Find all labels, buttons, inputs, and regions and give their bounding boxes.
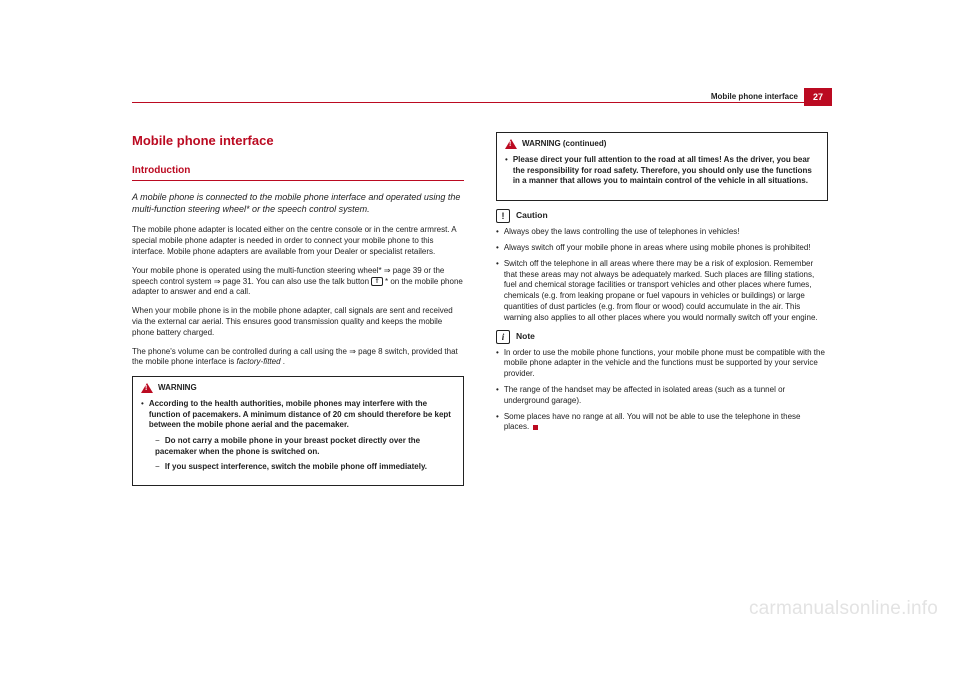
page-content: Mobile phone interface Introduction A mo… (132, 132, 828, 494)
section-title: Introduction (132, 164, 464, 182)
note-title: Note (516, 331, 535, 342)
header-rule (132, 102, 832, 103)
dash-icon: − (155, 462, 160, 471)
end-mark-icon (533, 425, 538, 430)
warning-triangle-icon (505, 139, 517, 149)
note-header: i Note (496, 330, 828, 344)
warning-subitem: − Do not carry a mobile phone in your br… (141, 436, 455, 458)
paragraph: Your mobile phone is operated using the … (132, 266, 464, 298)
header-section-label: Mobile phone interface (711, 92, 798, 101)
warning-text: According to the health authorities, mob… (149, 399, 455, 431)
bullet-icon: • (141, 399, 144, 431)
intro-summary: A mobile phone is connected to the mobil… (132, 191, 464, 215)
page-number: 27 (804, 88, 832, 106)
warning-bullet: • According to the health authorities, m… (141, 399, 455, 431)
bullet-icon: • (496, 348, 499, 380)
list-item: • The range of the handset may be affect… (496, 385, 828, 407)
list-item: • In order to use the mobile phone funct… (496, 348, 828, 380)
bullet-icon: • (505, 155, 508, 187)
bullet-icon: • (496, 259, 499, 324)
bullet-icon: • (496, 227, 499, 238)
watermark: carmanualsonline.info (749, 598, 938, 620)
warning-box: WARNING • According to the health author… (132, 376, 464, 486)
caution-icon: ! (496, 209, 510, 223)
warning-title: WARNING (continued) (522, 139, 606, 150)
caution-header: ! Caution (496, 209, 828, 223)
warning-subitem: − If you suspect interference, switch th… (141, 462, 455, 473)
caution-text: Always switch off your mobile phone in a… (504, 243, 811, 254)
column-right: WARNING (continued) • Please direct your… (496, 132, 828, 494)
note-icon: i (496, 330, 510, 344)
warning-bullet: • Please direct your full attention to t… (505, 155, 819, 187)
paragraph: When your mobile phone is in the mobile … (132, 306, 464, 338)
text-fragment: The phone's volume can be controlled dur… (132, 347, 458, 367)
caution-list: • Always obey the laws controlling the u… (496, 227, 828, 323)
text-fragment: . (283, 357, 285, 366)
dash-icon: − (155, 436, 160, 445)
note-text: In order to use the mobile phone functio… (504, 348, 828, 380)
note-text: The range of the handset may be affected… (504, 385, 828, 407)
list-item: • Switch off the telephone in all areas … (496, 259, 828, 324)
warning-continued-box: WARNING (continued) • Please direct your… (496, 132, 828, 201)
text-fragment: Some places have no range at all. You wi… (504, 412, 801, 432)
warning-text: Please direct your full attention to the… (513, 155, 819, 187)
column-left: Mobile phone interface Introduction A mo… (132, 132, 464, 494)
paragraph: The mobile phone adapter is located eith… (132, 225, 464, 257)
caution-text: Always obey the laws controlling the use… (504, 227, 740, 238)
warning-title: WARNING (158, 383, 197, 394)
warning-header: WARNING (continued) (505, 139, 819, 150)
note-text: Some places have no range at all. You wi… (504, 412, 828, 434)
list-item: • Always switch off your mobile phone in… (496, 243, 828, 254)
text-italic: factory-fitted (237, 357, 281, 366)
bullet-icon: • (496, 412, 499, 434)
paragraph: The phone's volume can be controlled dur… (132, 347, 464, 369)
bullet-icon: • (496, 385, 499, 407)
warning-text: Do not carry a mobile phone in your brea… (155, 436, 420, 456)
talk-button-icon: ⇑ (371, 277, 382, 286)
caution-text: Switch off the telephone in all areas wh… (504, 259, 828, 324)
list-item: • Some places have no range at all. You … (496, 412, 828, 434)
warning-triangle-icon (141, 383, 153, 393)
warning-header: WARNING (141, 383, 455, 394)
list-item: • Always obey the laws controlling the u… (496, 227, 828, 238)
warning-text: If you suspect interference, switch the … (165, 462, 427, 471)
caution-title: Caution (516, 210, 548, 221)
bullet-icon: • (496, 243, 499, 254)
chapter-title: Mobile phone interface (132, 132, 464, 150)
note-list: • In order to use the mobile phone funct… (496, 348, 828, 434)
